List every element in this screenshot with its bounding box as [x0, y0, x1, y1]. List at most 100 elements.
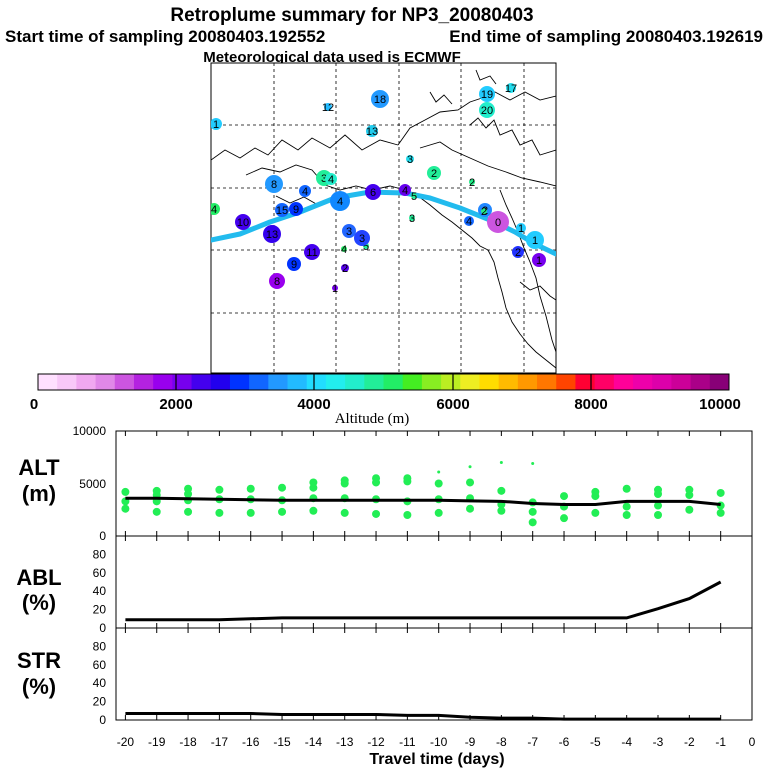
colorbar-cell	[249, 374, 269, 390]
cluster-marker-dot	[406, 155, 414, 163]
str-unit: (%)	[22, 674, 56, 699]
alt-point	[340, 476, 349, 485]
cluster-marker-dot	[342, 224, 356, 238]
x-tick-label: -17	[211, 735, 229, 749]
alt-point	[437, 470, 441, 474]
cluster-marker: 8	[265, 175, 283, 193]
alt-point	[434, 479, 443, 488]
alt-point	[152, 507, 161, 516]
cluster-marker: 9	[289, 202, 303, 216]
cluster-marker-label: 0	[495, 217, 501, 229]
colorbar-cell	[268, 374, 289, 390]
cluster-marker-label: 13	[266, 229, 278, 241]
cluster-marker: 4	[464, 216, 474, 228]
cluster-marker-dot	[371, 90, 389, 108]
cluster-marker: 17	[505, 83, 517, 95]
alt-point	[468, 465, 472, 469]
colorbar-tick: 2000	[159, 396, 192, 413]
cluster-marker-label: 2	[481, 206, 487, 218]
cluster-marker: 1	[332, 283, 338, 295]
x-tick-label: 0	[749, 735, 756, 749]
str-axis-ticks	[124, 628, 753, 720]
cluster-marker-dot	[287, 257, 301, 271]
alt-point	[152, 486, 161, 495]
alt-point	[654, 501, 663, 510]
cluster-marker-label: 20	[481, 105, 493, 117]
colorbar-cell	[345, 374, 365, 390]
cluster-marker-label: 9	[291, 259, 297, 271]
x-tick-label: -1	[715, 735, 726, 749]
colorbar-cell	[671, 374, 692, 390]
cluster-marker-label: 15	[276, 205, 288, 217]
alt-point	[309, 506, 318, 515]
cluster-marker-dot	[516, 223, 526, 233]
cluster-marker-dot	[366, 125, 378, 137]
abl-panel: ABL (%) 80 60 40 20 0	[16, 535, 753, 635]
colorbar-cell	[537, 374, 557, 390]
cluster-marker-label: 5	[411, 191, 417, 203]
alt-ytick: 0	[99, 529, 106, 543]
cluster-marker: 2	[469, 177, 475, 189]
x-tick-label: -8	[496, 735, 507, 749]
str-frame	[115, 627, 753, 721]
cluster-marker-label: 12	[322, 102, 334, 114]
alt-point	[466, 478, 475, 487]
cluster-marker-dot	[526, 231, 544, 249]
colorbar-cell	[652, 374, 672, 390]
x-tick-label: -3	[653, 735, 664, 749]
cluster-marker-dot	[325, 173, 337, 185]
cluster-marker: 1	[211, 118, 222, 131]
abl-label: ABL	[16, 565, 61, 590]
colorbar-divisions	[175, 374, 592, 390]
cluster-marker-dot	[263, 225, 281, 243]
cluster-marker: 2	[427, 166, 441, 180]
alt-point	[654, 485, 663, 494]
alt-point	[121, 504, 130, 513]
cluster-marker-label: 4	[328, 174, 334, 186]
cluster-marker: 8	[269, 273, 285, 289]
cluster-marker-label: 4	[337, 196, 343, 208]
colorbar-cell	[421, 374, 442, 390]
alt-point	[591, 508, 600, 517]
colorbar-cell	[402, 374, 423, 390]
x-tick-label: -20	[117, 735, 135, 749]
colorbar-cell	[517, 374, 538, 390]
alt-point	[372, 509, 381, 518]
cluster-marker-dot	[324, 103, 332, 111]
alt-point	[246, 508, 255, 517]
colorbar-cell	[633, 374, 653, 390]
colorbar-cell	[709, 374, 730, 390]
cluster-marker: 4	[299, 185, 311, 198]
x-tick-label: -16	[242, 735, 260, 749]
y-tick-label: 80	[93, 547, 107, 561]
cluster-marker-label: 8	[274, 276, 280, 288]
colorbar-cell	[210, 374, 231, 390]
cluster-marker-label: 17	[505, 83, 517, 95]
colorbar-cell	[172, 374, 193, 390]
alt-point	[685, 505, 694, 514]
cluster-marker-label: 1	[213, 119, 219, 131]
cluster-marker: 2	[512, 246, 524, 259]
alt-ytick: 10000	[73, 424, 107, 438]
cluster-marker: 10	[235, 214, 251, 230]
y-tick-label: 40	[93, 584, 107, 598]
colorbar-cell	[229, 374, 250, 390]
alt-point	[528, 518, 537, 527]
alt-point	[278, 507, 287, 516]
x-tick-label: -12	[367, 735, 385, 749]
colorbar-cell	[57, 374, 77, 390]
x-tick-label: -11	[399, 735, 416, 749]
alt-point	[497, 486, 506, 495]
x-tick-labels: -20 -19 -18 -17 -16 -15 -14 -13 -12 -11 -10 -9 -8 -7-…	[117, 735, 756, 749]
colorbar-cell	[498, 374, 519, 390]
colorbar-cell	[556, 374, 576, 390]
figure-title: Retroplume summary for NP3_20080403	[170, 5, 533, 26]
alt-point	[654, 511, 663, 519]
abl-frame	[115, 535, 753, 629]
cluster-marker: 3	[342, 224, 356, 238]
colorbar-cell	[76, 374, 97, 390]
cluster-marker-label: 4	[402, 185, 408, 197]
alt-point	[497, 506, 506, 515]
x-tick-label: -10	[430, 735, 448, 749]
